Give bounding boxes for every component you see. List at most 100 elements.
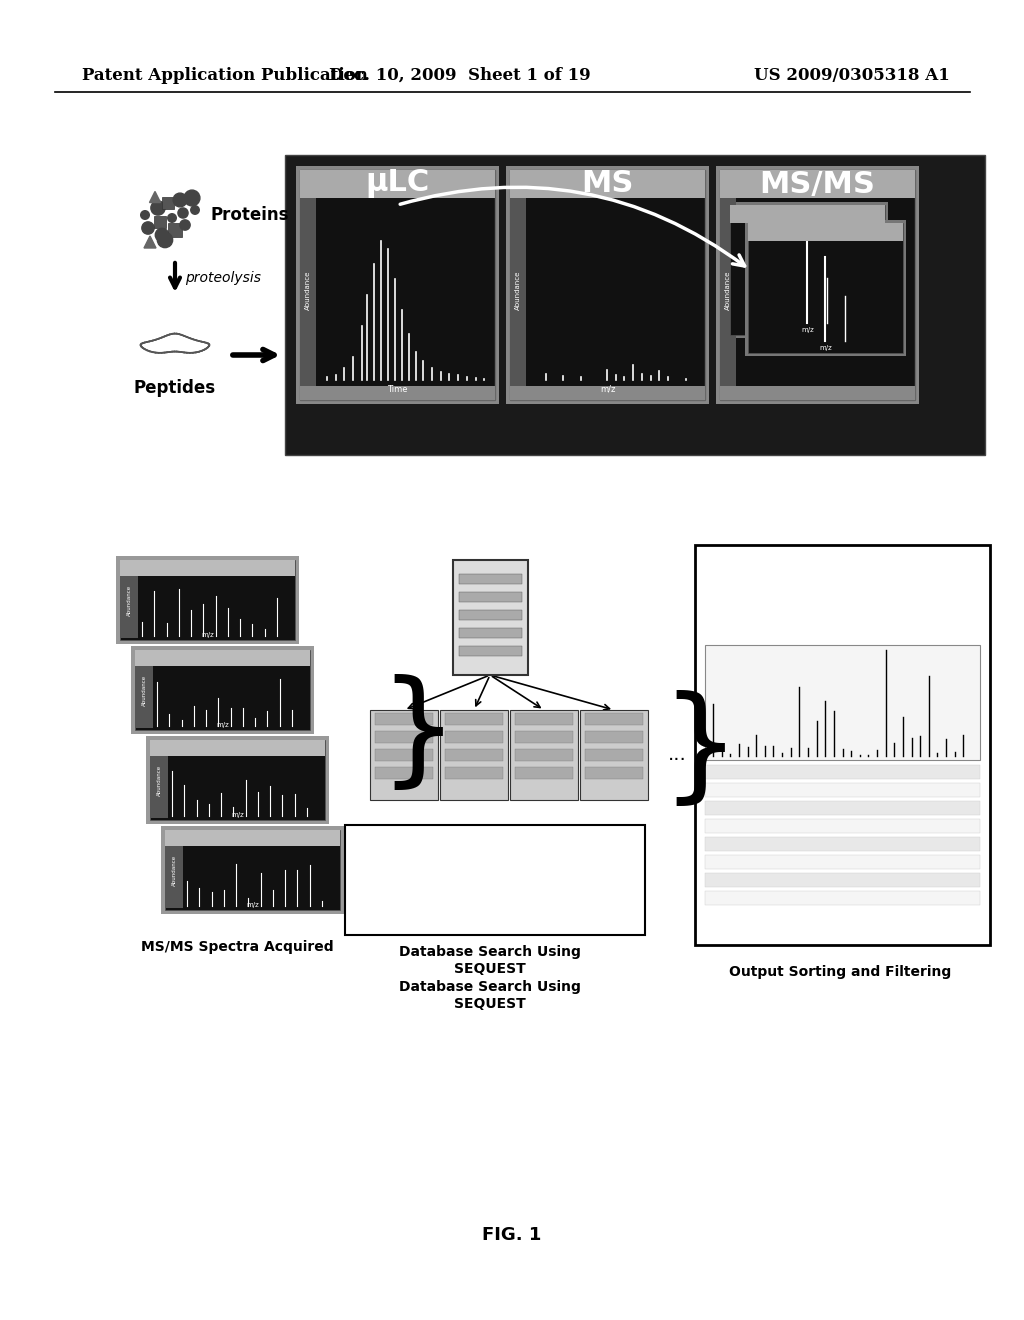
Text: m/z: m/z xyxy=(231,812,244,818)
Text: m/z: m/z xyxy=(600,385,615,393)
FancyBboxPatch shape xyxy=(445,713,503,725)
FancyBboxPatch shape xyxy=(300,170,495,198)
FancyBboxPatch shape xyxy=(716,166,919,404)
Text: FIG. 1: FIG. 1 xyxy=(482,1226,542,1243)
FancyBboxPatch shape xyxy=(150,741,325,820)
FancyBboxPatch shape xyxy=(585,713,643,725)
FancyBboxPatch shape xyxy=(515,731,573,743)
Text: Time: Time xyxy=(387,385,408,393)
FancyBboxPatch shape xyxy=(705,855,980,869)
Text: m/z: m/z xyxy=(246,902,259,908)
FancyBboxPatch shape xyxy=(727,202,888,338)
FancyBboxPatch shape xyxy=(440,710,508,800)
FancyBboxPatch shape xyxy=(705,837,980,851)
Text: Peptide IDs: Peptide IDs xyxy=(357,837,473,855)
FancyBboxPatch shape xyxy=(730,205,885,335)
FancyBboxPatch shape xyxy=(459,574,522,583)
FancyBboxPatch shape xyxy=(165,830,340,846)
Text: Spectrum 1: ERT: Spectrum 1: ERT xyxy=(357,863,484,878)
Text: Beowulf Computer Cluster: Beowulf Computer Cluster xyxy=(387,825,593,840)
FancyBboxPatch shape xyxy=(705,873,980,887)
FancyBboxPatch shape xyxy=(285,154,985,455)
FancyBboxPatch shape xyxy=(510,385,705,400)
FancyBboxPatch shape xyxy=(146,737,329,824)
FancyBboxPatch shape xyxy=(510,198,526,385)
Circle shape xyxy=(173,193,187,207)
FancyBboxPatch shape xyxy=(445,748,503,762)
FancyBboxPatch shape xyxy=(131,645,314,734)
Text: MS: MS xyxy=(582,169,634,198)
Text: Assembly Using: Assembly Using xyxy=(775,880,910,895)
FancyBboxPatch shape xyxy=(300,170,495,400)
Text: Spectrum 3: ERT: Spectrum 3: ERT xyxy=(357,907,484,921)
Circle shape xyxy=(140,211,150,219)
FancyBboxPatch shape xyxy=(453,560,528,675)
Circle shape xyxy=(178,209,188,218)
Text: Database Search Using: Database Search Using xyxy=(399,945,581,960)
FancyBboxPatch shape xyxy=(705,766,980,779)
FancyBboxPatch shape xyxy=(510,170,705,400)
Text: Abundance: Abundance xyxy=(305,271,311,310)
FancyBboxPatch shape xyxy=(506,166,709,404)
FancyBboxPatch shape xyxy=(585,731,643,743)
FancyBboxPatch shape xyxy=(300,385,495,400)
FancyBboxPatch shape xyxy=(720,170,915,198)
FancyBboxPatch shape xyxy=(120,576,138,638)
FancyBboxPatch shape xyxy=(154,216,166,228)
Text: DTASelect: DTASelect xyxy=(799,898,886,913)
FancyBboxPatch shape xyxy=(120,560,295,576)
Circle shape xyxy=(190,206,200,214)
FancyBboxPatch shape xyxy=(705,818,980,833)
Text: Peptides: Peptides xyxy=(134,379,216,397)
FancyBboxPatch shape xyxy=(748,223,903,352)
Text: μLC: μLC xyxy=(366,169,430,198)
FancyBboxPatch shape xyxy=(510,710,578,800)
Text: Identifications: Identifications xyxy=(740,597,945,620)
Text: Abundance: Abundance xyxy=(725,271,731,310)
Text: MS/MS: MS/MS xyxy=(760,169,876,198)
Circle shape xyxy=(142,222,155,234)
FancyBboxPatch shape xyxy=(296,166,499,404)
FancyBboxPatch shape xyxy=(585,767,643,779)
FancyBboxPatch shape xyxy=(116,556,299,644)
FancyBboxPatch shape xyxy=(515,713,573,725)
Text: Abundance: Abundance xyxy=(157,764,162,796)
Text: Abundance: Abundance xyxy=(127,585,131,615)
FancyBboxPatch shape xyxy=(300,198,316,385)
FancyBboxPatch shape xyxy=(445,767,503,779)
FancyBboxPatch shape xyxy=(135,667,153,729)
FancyBboxPatch shape xyxy=(720,198,736,385)
Circle shape xyxy=(180,220,190,230)
Text: m/z: m/z xyxy=(201,632,214,638)
FancyBboxPatch shape xyxy=(375,767,433,779)
FancyBboxPatch shape xyxy=(695,545,990,945)
FancyBboxPatch shape xyxy=(459,645,522,656)
Text: Proteins: Proteins xyxy=(210,206,289,224)
Circle shape xyxy=(151,201,165,215)
Text: MS/MS Spectra Acquired: MS/MS Spectra Acquired xyxy=(141,940,334,954)
Circle shape xyxy=(156,228,169,242)
Text: m/z: m/z xyxy=(819,345,831,351)
FancyArrowPatch shape xyxy=(400,187,744,267)
FancyBboxPatch shape xyxy=(720,170,915,400)
FancyBboxPatch shape xyxy=(515,748,573,762)
Text: m/z: m/z xyxy=(801,327,814,333)
FancyBboxPatch shape xyxy=(705,801,980,814)
Text: proteolysis: proteolysis xyxy=(185,271,261,285)
FancyBboxPatch shape xyxy=(345,825,645,935)
FancyBboxPatch shape xyxy=(459,628,522,638)
Text: ...: ... xyxy=(668,746,687,764)
FancyBboxPatch shape xyxy=(459,610,522,620)
FancyBboxPatch shape xyxy=(162,197,174,209)
FancyBboxPatch shape xyxy=(510,170,705,198)
FancyBboxPatch shape xyxy=(375,731,433,743)
Text: Abundance: Abundance xyxy=(141,675,146,706)
Circle shape xyxy=(168,214,176,222)
Text: Output Sorting and Filtering: Output Sorting and Filtering xyxy=(729,965,951,979)
FancyBboxPatch shape xyxy=(375,713,433,725)
FancyBboxPatch shape xyxy=(730,205,885,223)
FancyBboxPatch shape xyxy=(165,830,340,909)
Text: }: } xyxy=(660,689,739,810)
Text: Protein: Protein xyxy=(791,565,894,589)
FancyBboxPatch shape xyxy=(375,748,433,762)
